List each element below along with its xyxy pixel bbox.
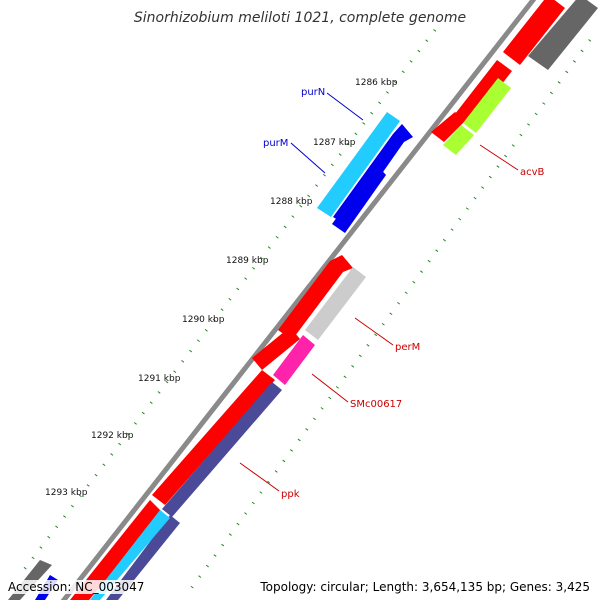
tick-label-1292: 1292 kbp (91, 431, 134, 441)
tick-label-1288: 1288 kbp (270, 197, 313, 207)
gene-acvB-lower (443, 125, 474, 155)
topology-footer: Topology: circular; Length: 3,654,135 bp… (260, 580, 590, 594)
gene-label-ppk: ppk (281, 489, 300, 500)
gene-labels: purN purM acvB perM SMc00617 ppk (239, 87, 545, 500)
acvB-leader (479, 144, 519, 171)
gene-block-red-mid (455, 60, 512, 125)
gene-block-gray-top (528, 0, 598, 70)
tick-label-1291: 1291 kbp (138, 374, 181, 384)
gene-red-perM-left (278, 255, 353, 340)
genome-backbone (60, 0, 537, 600)
gene-cyan-bottom (90, 510, 170, 600)
gene-ppk-lower (106, 515, 180, 600)
tick-label-1293: 1293 kbp (45, 488, 88, 498)
gene-block-red-top (503, 0, 565, 65)
gene-acvB-upper (463, 78, 511, 133)
gene-red-small-2 (252, 327, 300, 370)
tick-label-1289: 1289 kbp (226, 256, 269, 266)
gene-red-bottom (70, 500, 162, 600)
gene-perM-block (305, 267, 366, 340)
ppk-leader (239, 462, 280, 492)
gene-label-purN: purN (301, 87, 325, 98)
SMc00617-leader (311, 373, 349, 403)
gene-purN-block (317, 112, 400, 217)
gene-ppk-block (162, 382, 282, 517)
tick-label-1287: 1287 kbp (313, 138, 356, 148)
tick-labels: 1286 kbp 1287 kbp 1288 kbp 1289 kbp 1290… (45, 78, 398, 498)
gene-label-purM: purM (263, 138, 288, 149)
gene-label-perM: perM (395, 342, 420, 353)
map-title: Sinorhizobium meliloti 1021, complete ge… (134, 10, 466, 26)
accession-footer: Accession: NC_003047 (8, 580, 145, 594)
features-track (8, 0, 598, 600)
purN-leader (326, 92, 364, 121)
gene-red-long (152, 370, 275, 505)
gene-block-red-small (431, 112, 466, 142)
gene-SMc00617-block (273, 335, 315, 385)
gene-label-acvB: acvB (520, 167, 545, 178)
perM-leader (354, 317, 394, 346)
gene-label-SMc00617: SMc00617 (350, 399, 402, 410)
purM-leader (290, 142, 326, 174)
tick-label-1286: 1286 kbp (355, 78, 398, 88)
tick-label-1290: 1290 kbp (182, 315, 225, 325)
gene-purM-lower (332, 164, 386, 233)
